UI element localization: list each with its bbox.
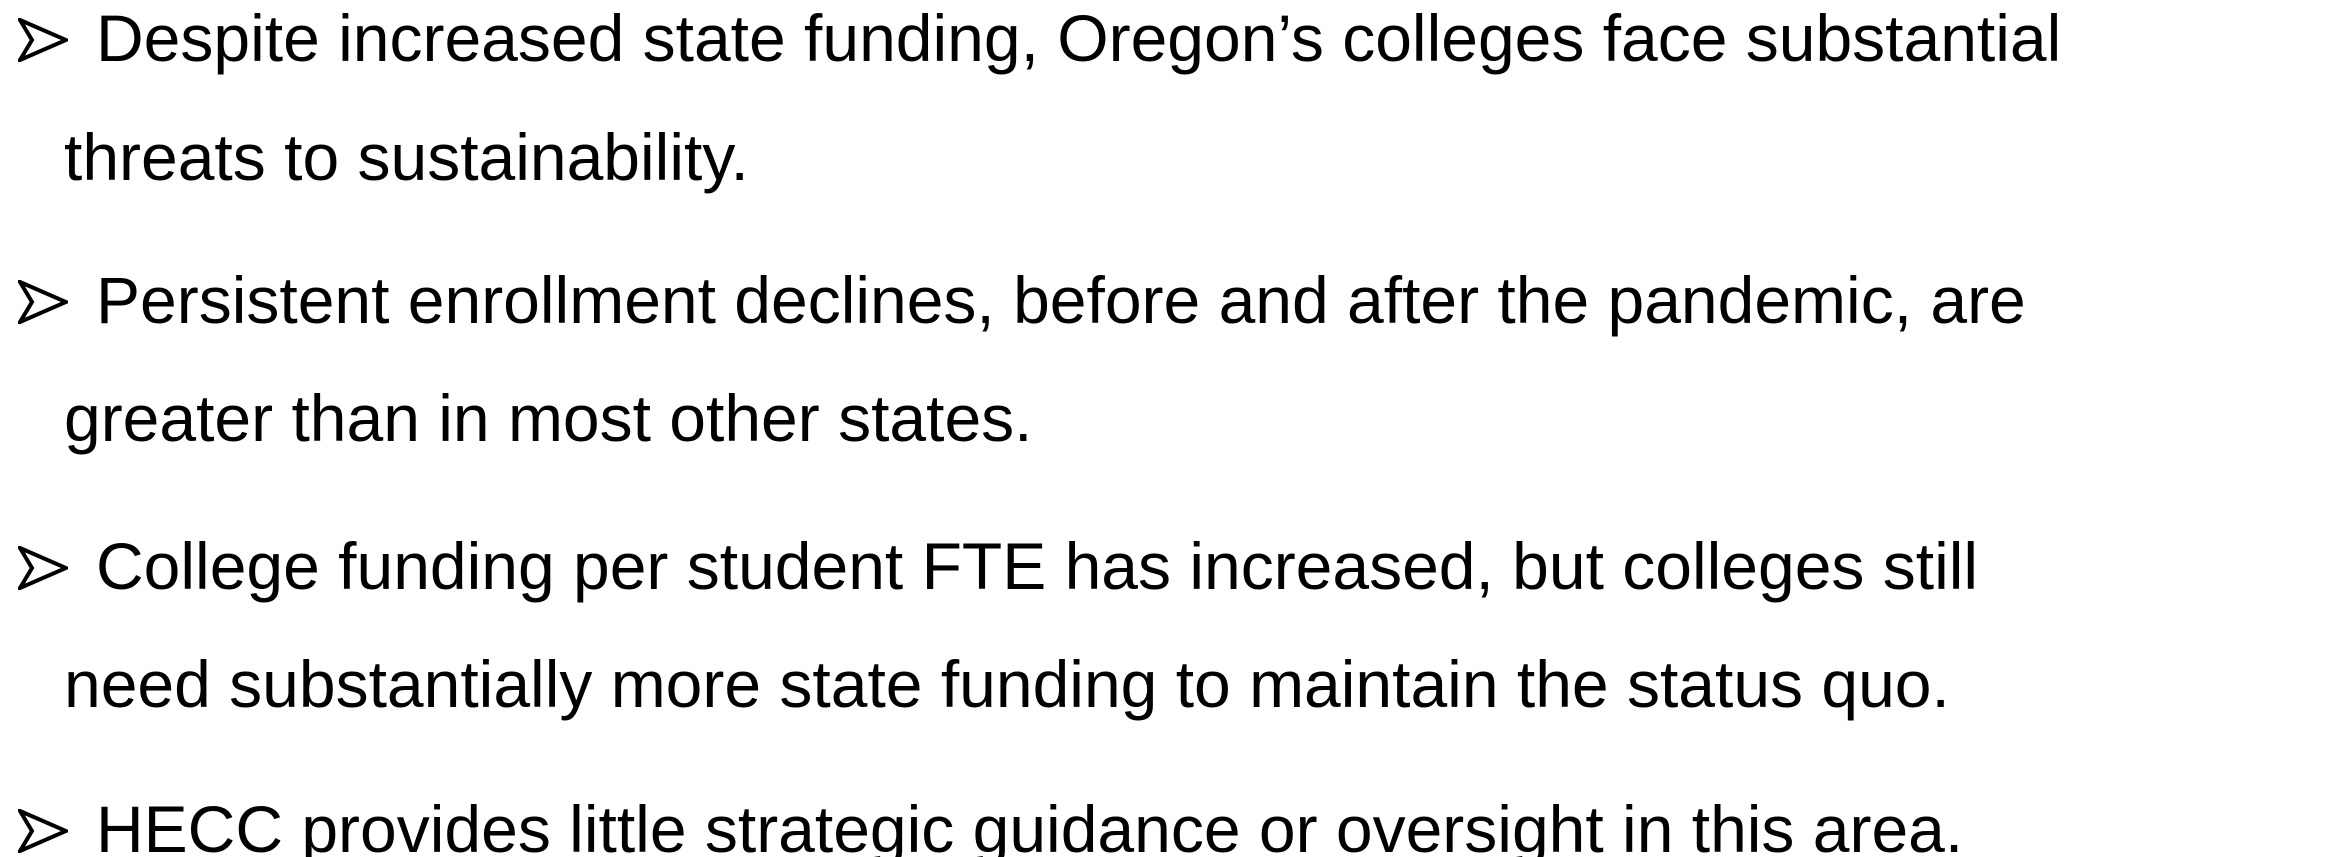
arrowhead: [18, 809, 68, 853]
bullet-text-continued: need substantially more state funding to…: [64, 647, 1950, 721]
bullet-marker: [18, 280, 68, 324]
bullet-text: College funding per student FTE has incr…: [96, 529, 1979, 603]
arrowhead: [18, 280, 68, 324]
arrowhead: [18, 546, 68, 590]
bullet-text-continued: greater than in most other states.: [64, 381, 1033, 455]
bullet-text: HECC provides little strategic guidance …: [96, 792, 1964, 857]
bullet-marker: [18, 809, 68, 853]
bullet-text: Despite increased state funding, Oregon’…: [96, 1, 2062, 75]
bullet-text-continued: threats to sustainability.: [64, 120, 749, 194]
bullet-marker: [18, 18, 68, 62]
bullet-text: Persistent enrollment declines, before a…: [96, 263, 2026, 337]
bullet-marker: [18, 546, 68, 590]
arrowhead: [18, 18, 68, 62]
